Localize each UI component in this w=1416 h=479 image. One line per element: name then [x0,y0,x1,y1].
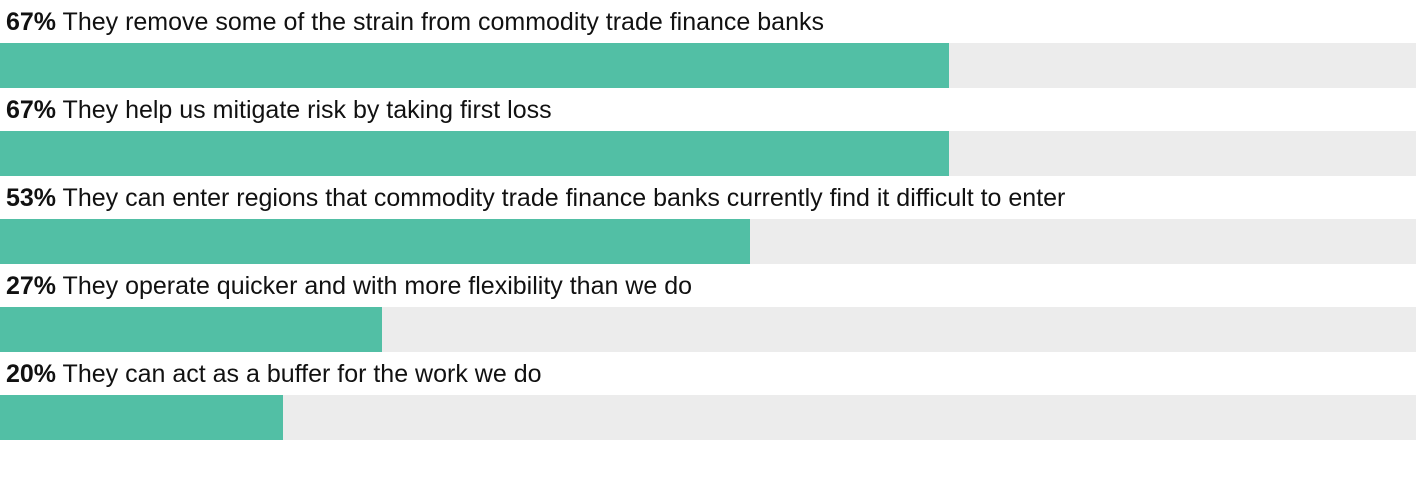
value-label: 53% [6,184,57,212]
bar-label: 27% They operate quicker and with more f… [0,264,1416,307]
bar-track [0,131,1416,176]
value-label: 67% [6,96,57,124]
bar-label: 53% They can enter regions that commodit… [0,176,1416,219]
category-label: They operate quicker and with more flexi… [62,272,693,300]
bar-label: 20% They can act as a buffer for the wor… [0,352,1416,395]
bar-label: 67% They help us mitigate risk by taking… [0,88,1416,131]
chart: 67% They remove some of the strain from … [0,0,1416,440]
category-label: They help us mitigate risk by taking fir… [62,96,552,124]
category-label: They remove some of the strain from comm… [62,8,824,36]
value-label: 67% [6,8,57,36]
bar [0,395,284,440]
bar-track [0,395,1416,440]
bar [0,219,751,264]
bar-track [0,219,1416,264]
bar [0,307,383,352]
bar-track [0,307,1416,352]
value-label: 27% [6,272,57,300]
category-label: They can act as a buffer for the work we… [62,360,542,388]
bar [0,43,949,88]
bar-label: 67% They remove some of the strain from … [0,0,1416,43]
category-label: They can enter regions that commodity tr… [62,184,1066,212]
bar-track [0,43,1416,88]
bar [0,131,949,176]
value-label: 20% [6,360,57,388]
